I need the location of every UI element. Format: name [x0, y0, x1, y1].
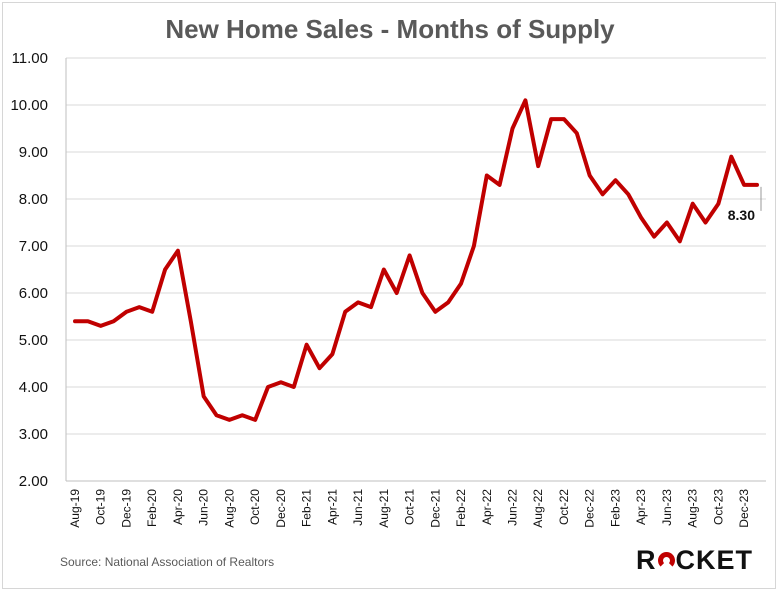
brand-suffix: CKET: [675, 545, 753, 575]
x-tick-label: Oct-20: [248, 489, 262, 525]
x-tick-label: Jun-23: [660, 489, 674, 526]
x-tick-label: Dec-19: [119, 489, 133, 528]
annotation-group: 8.30: [728, 186, 762, 223]
x-tick-label: Aug-22: [531, 489, 545, 528]
x-tick-label: Oct-22: [557, 489, 571, 525]
y-tick-label: 5.00: [19, 332, 48, 349]
grid-lines: [65, 57, 766, 482]
rocket-o-icon: [657, 552, 675, 569]
x-tick-label: Aug-19: [68, 489, 82, 528]
x-axis-ticks: Aug-19 Oct-19 Dec-19 Feb-20 Apr-20 Jun-20 Aug-…: [68, 489, 751, 528]
x-tick-label: Aug-21: [377, 489, 391, 528]
y-tick-label: 6.00: [19, 285, 48, 302]
series-line: [73, 98, 759, 422]
x-tick-label: Jun-22: [506, 489, 520, 526]
y-tick-label: 11.00: [12, 50, 48, 67]
x-tick-label: Aug-20: [222, 489, 236, 528]
y-tick-label: 8.00: [19, 191, 48, 208]
source-note: Source: National Association of Realtors: [60, 555, 275, 569]
brand-logo: R CKET: [636, 545, 753, 576]
x-tick-label: Apr-20: [171, 489, 185, 525]
x-tick-label: Oct-21: [403, 489, 417, 525]
x-tick-label: Aug-23: [686, 489, 700, 528]
y-tick-label: 3.00: [19, 426, 48, 443]
x-tick-label: Feb-21: [300, 489, 314, 527]
x-tick-label: Dec-22: [583, 489, 597, 528]
y-tick-label: 7.00: [19, 238, 48, 255]
x-tick-label: Dec-21: [428, 489, 442, 528]
x-tick-label: Oct-23: [711, 489, 725, 525]
y-tick-label: 10.00: [10, 97, 48, 114]
x-tick-label: Dec-20: [274, 489, 288, 528]
annotation-label: 8.30: [728, 207, 755, 223]
x-tick-label: Jun-21: [351, 489, 365, 526]
x-tick-label: Feb-23: [608, 489, 622, 527]
y-tick-label: 2.00: [19, 473, 48, 490]
y-tick-label: 9.00: [19, 144, 48, 161]
y-axis-ticks: 2.00 3.00 4.00 5.00 6.00 7.00 8.00 9.00 10.00 11.…: [10, 50, 48, 490]
x-tick-label: Apr-22: [480, 489, 494, 525]
x-tick-label: Jun-20: [197, 489, 211, 526]
x-tick-label: Oct-19: [94, 489, 108, 525]
brand-prefix: R: [636, 545, 657, 575]
x-tick-label: Apr-21: [325, 489, 339, 525]
x-tick-label: Apr-23: [634, 489, 648, 525]
x-tick-label: Feb-20: [145, 489, 159, 527]
y-tick-label: 4.00: [19, 379, 48, 396]
x-tick-label: Dec-23: [737, 489, 751, 528]
chart-title: New Home Sales - Months of Supply: [165, 14, 615, 44]
series-group: [73, 98, 759, 422]
x-tick-label: Feb-22: [454, 489, 468, 527]
